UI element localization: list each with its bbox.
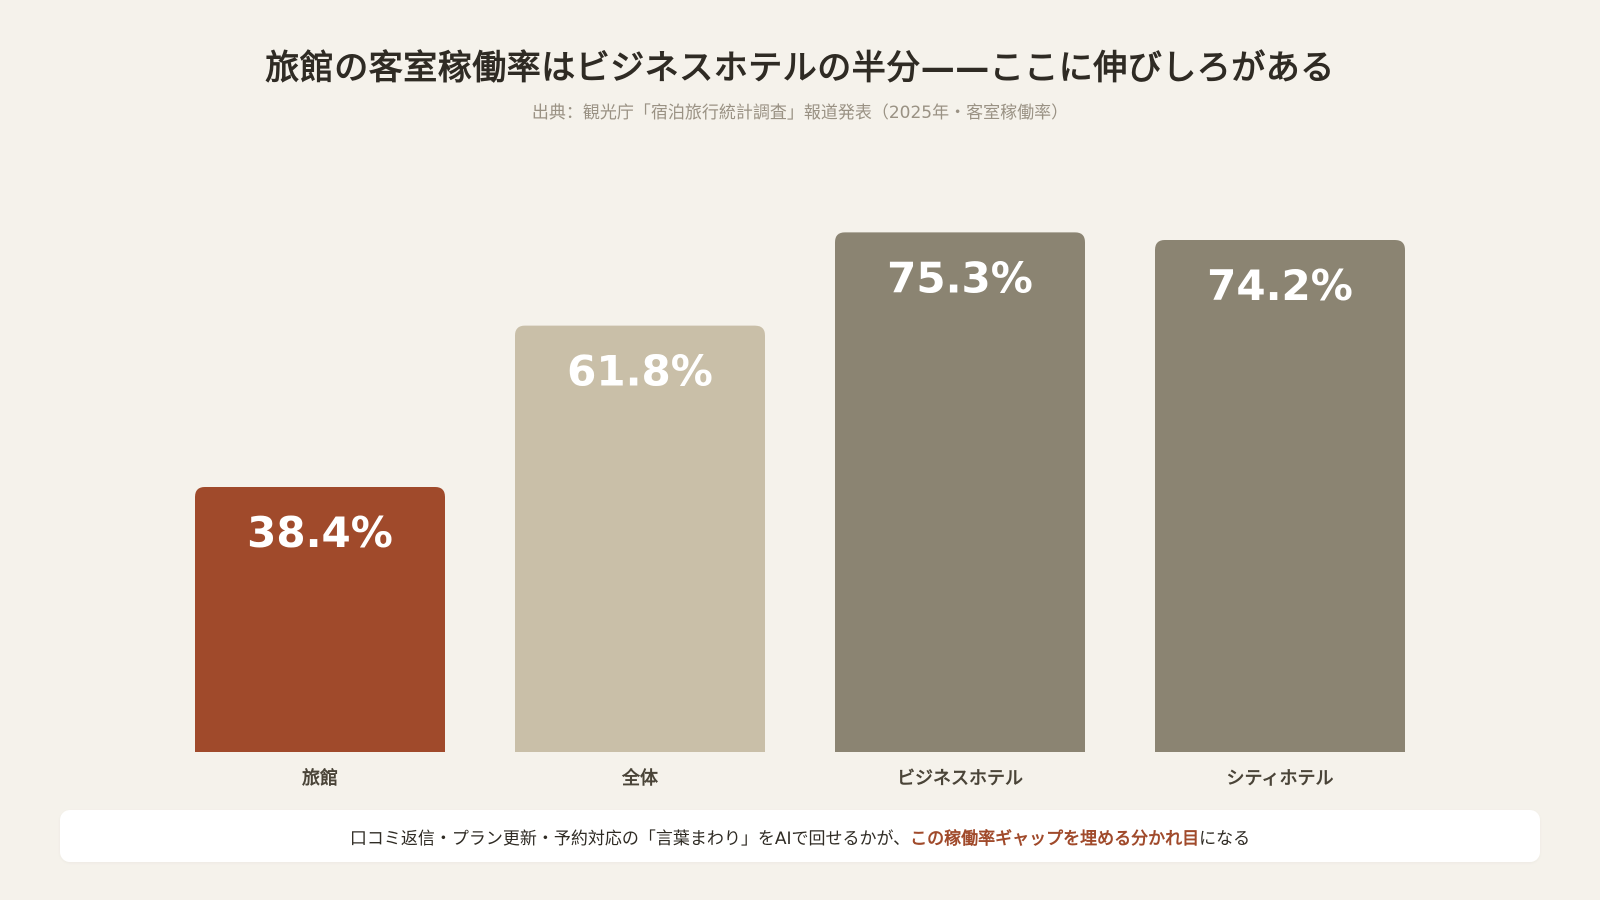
bar-value-label: 61.8% bbox=[567, 347, 713, 396]
bar-value-label: 38.4% bbox=[247, 508, 393, 557]
note-box: 口コミ返信・プラン更新・予約対応の「言葉まわり」をAIで回せるかが、 この稼働率… bbox=[60, 810, 1540, 862]
category-label: 旅館 bbox=[302, 767, 338, 789]
note-text-before: 口コミ返信・プラン更新・予約対応の「言葉まわり」をAIで回せるかが、 bbox=[349, 828, 911, 849]
bar-chart: 38.4% 旅館 61.8% 全体 75.3% ビジネスホテル 74.2% シティホテル bbox=[195, 232, 1405, 789]
bar bbox=[515, 325, 765, 752]
category-label: シティホテル bbox=[1227, 768, 1334, 789]
note-highlight: この稼働率ギャップを埋める分かれ目 bbox=[910, 828, 1200, 849]
bar bbox=[1155, 240, 1405, 752]
category-label: 全体 bbox=[621, 767, 659, 789]
bar bbox=[835, 232, 1085, 752]
chart-title: 旅館の客室稼働率はビジネスホテルの半分——ここに伸びしろがある bbox=[265, 48, 1335, 88]
bar-value-label: 74.2% bbox=[1207, 261, 1353, 310]
note-text-after: になる bbox=[1199, 828, 1251, 849]
bar bbox=[195, 487, 445, 752]
category-label: ビジネスホテル bbox=[897, 768, 1023, 789]
bar-value-label: 75.3% bbox=[887, 253, 1033, 302]
chart-subtitle: 出典：観光庁「宿泊旅行統計調査」報道発表（2025年・客室稼働率） bbox=[531, 103, 1069, 123]
